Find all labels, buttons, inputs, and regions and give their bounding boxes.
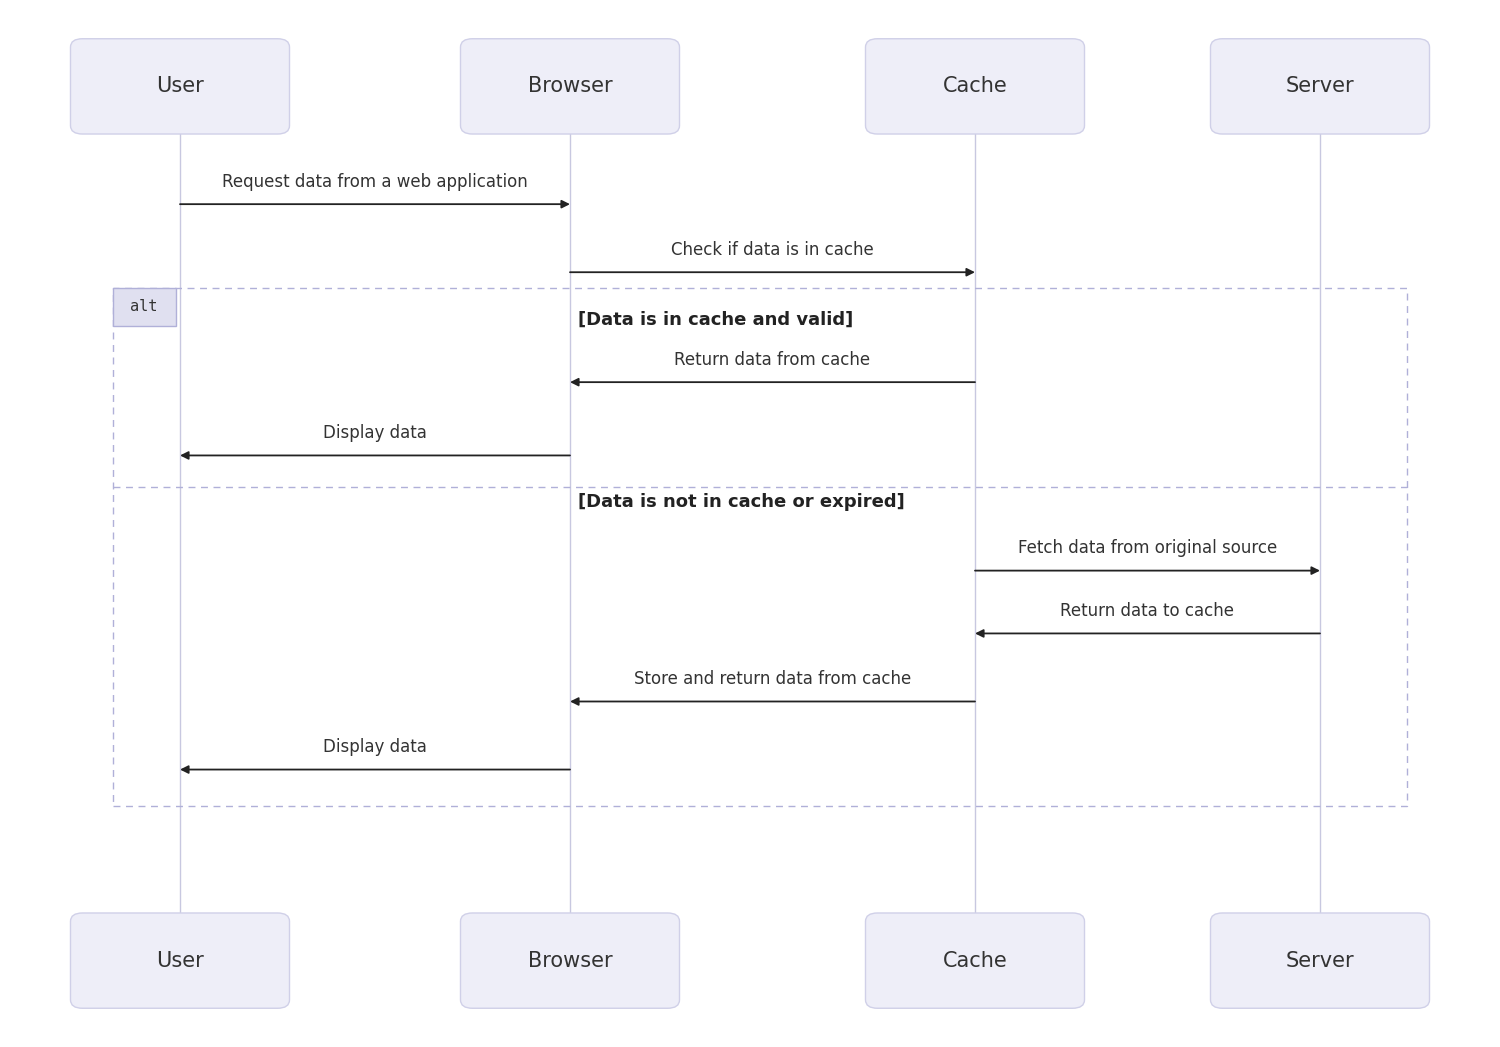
Text: Store and return data from cache: Store and return data from cache bbox=[634, 670, 910, 688]
Text: Return data to cache: Return data to cache bbox=[1060, 602, 1234, 620]
FancyBboxPatch shape bbox=[70, 39, 290, 134]
Text: Request data from a web application: Request data from a web application bbox=[222, 173, 528, 191]
Text: User: User bbox=[156, 951, 204, 971]
FancyBboxPatch shape bbox=[460, 913, 680, 1008]
Text: [Data is not in cache or expired]: [Data is not in cache or expired] bbox=[578, 493, 904, 511]
FancyBboxPatch shape bbox=[1210, 39, 1429, 134]
Text: Fetch data from original source: Fetch data from original source bbox=[1019, 539, 1276, 557]
Text: Browser: Browser bbox=[528, 951, 612, 971]
FancyBboxPatch shape bbox=[460, 39, 680, 134]
Text: Display data: Display data bbox=[322, 738, 428, 756]
FancyBboxPatch shape bbox=[865, 39, 1084, 134]
Text: alt: alt bbox=[130, 299, 158, 314]
Text: User: User bbox=[156, 76, 204, 96]
FancyBboxPatch shape bbox=[112, 288, 176, 326]
Text: Return data from cache: Return data from cache bbox=[675, 351, 870, 369]
Text: Cache: Cache bbox=[942, 76, 1008, 96]
FancyBboxPatch shape bbox=[70, 913, 290, 1008]
Text: Cache: Cache bbox=[942, 951, 1008, 971]
Text: Server: Server bbox=[1286, 76, 1354, 96]
Text: Browser: Browser bbox=[528, 76, 612, 96]
Text: Server: Server bbox=[1286, 951, 1354, 971]
Text: Check if data is in cache: Check if data is in cache bbox=[670, 241, 874, 259]
FancyBboxPatch shape bbox=[865, 913, 1084, 1008]
Text: [Data is in cache and valid]: [Data is in cache and valid] bbox=[578, 311, 852, 329]
FancyBboxPatch shape bbox=[1210, 913, 1429, 1008]
Text: Display data: Display data bbox=[322, 424, 428, 442]
